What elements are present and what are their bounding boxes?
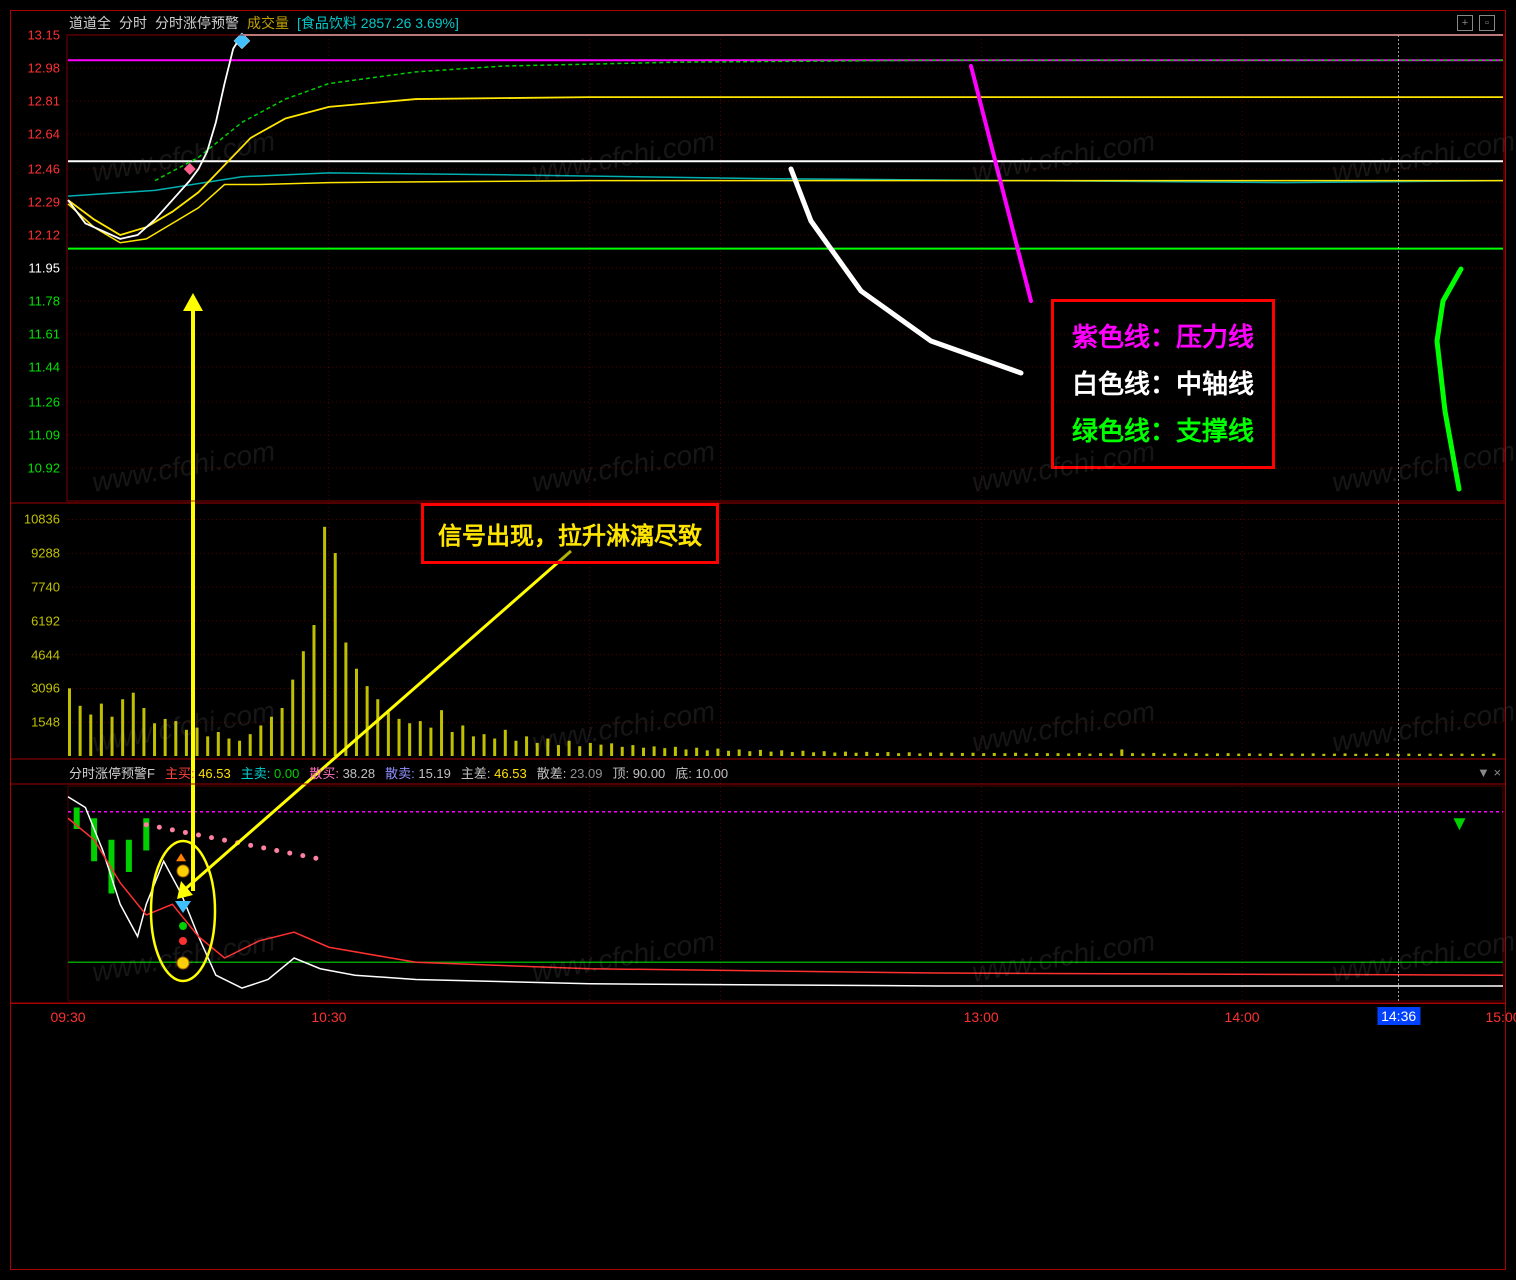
indicator-item: 主差: 46.53 <box>461 763 527 782</box>
vol-tick: 7740 <box>31 580 60 595</box>
indicator-item: 散差: 23.09 <box>537 763 603 782</box>
price-tick: 12.98 <box>27 61 60 76</box>
annotation-signal-text: 信号出现，拉升淋漓尽致 <box>438 523 702 550</box>
price-tick: 10.92 <box>27 460 60 475</box>
svg-text:▼ ×: ▼ × <box>1477 765 1501 780</box>
vol-tick: 3096 <box>31 681 60 696</box>
vol-tick: 9288 <box>31 546 60 561</box>
annotation-signal: 信号出现，拉升淋漓尽致 <box>421 503 719 564</box>
chart-canvas[interactable]: ▼ × <box>11 11 1505 1269</box>
time-tick: 09:30 <box>50 1009 85 1025</box>
indicator-item: 主卖: 0.00 <box>241 763 300 782</box>
indicator-item: 主买: 46.53 <box>165 763 231 782</box>
time-tick: 14:00 <box>1225 1009 1260 1025</box>
price-tick: 13.15 <box>27 28 60 43</box>
time-tick: 10:30 <box>311 1009 346 1025</box>
price-tick: 12.81 <box>27 94 60 109</box>
indicator-item: 底: 10.00 <box>675 763 728 782</box>
price-tick: 11.44 <box>28 360 60 375</box>
indicator-item: 散卖: 15.19 <box>385 763 451 782</box>
indicator-item: 散买: 38.28 <box>309 763 375 782</box>
vol-tick: 6192 <box>31 613 60 628</box>
indicator-item: 顶: 90.00 <box>613 763 666 782</box>
legend-row: 绿色线：支撑线 <box>1072 408 1254 455</box>
indicator-title[interactable]: 分时涨停预警F <box>69 763 155 782</box>
legend-row: 紫色线：压力线 <box>1072 314 1254 361</box>
price-tick: 12.46 <box>27 161 60 176</box>
time-tick: 15:00 <box>1485 1009 1516 1025</box>
indicator-header: 分时涨停预警F 主买: 46.53 主卖: 0.00 散买: 38.28 散卖: 15… <box>69 761 728 783</box>
time-tick: 14:36 <box>1377 1007 1420 1025</box>
price-tick: 11.95 <box>28 261 60 276</box>
price-tick: 12.29 <box>27 194 60 209</box>
chart-frame: 道道全 分时 分时涨停预警 成交量 [食品饮料 2857.26 3.69%] +… <box>10 10 1506 1270</box>
price-tick: 11.61 <box>28 327 60 342</box>
price-tick: 11.78 <box>28 294 60 309</box>
vol-tick: 4644 <box>31 647 60 662</box>
price-tick: 11.09 <box>28 427 60 442</box>
time-tick: 13:00 <box>964 1009 999 1025</box>
price-tick: 12.64 <box>27 127 60 142</box>
legend-row: 白色线：中轴线 <box>1072 361 1254 408</box>
time-axis: 09:3010:3013:0014:0014:3615:00 <box>11 1003 1505 1029</box>
price-tick: 11.26 <box>28 394 60 409</box>
legend-box: 紫色线：压力线白色线：中轴线绿色线：支撑线 <box>1051 299 1275 469</box>
vol-tick: 10836 <box>24 512 60 527</box>
vol-tick: 1548 <box>31 715 60 730</box>
price-tick: 12.12 <box>27 227 60 242</box>
